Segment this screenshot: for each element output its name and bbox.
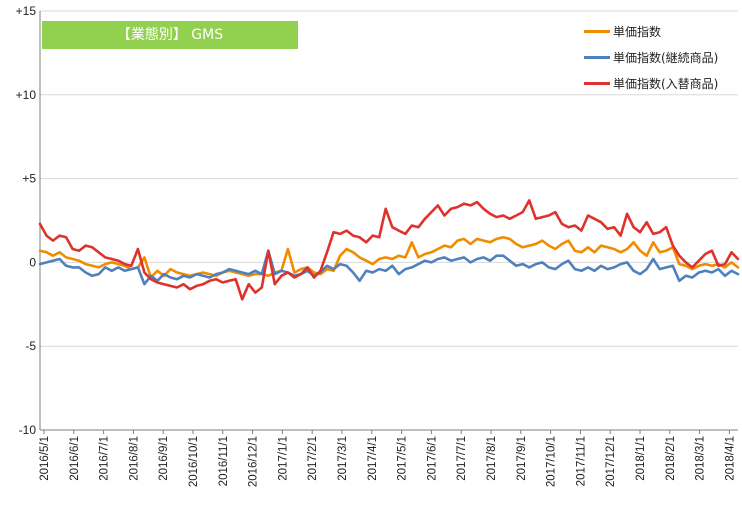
series-line-2: [38, 199, 740, 301]
axes: [39, 11, 738, 434]
series-lines: [38, 199, 740, 301]
x-tick-label: 2016/12/1: [248, 436, 260, 487]
y-tick-label: 0: [29, 255, 36, 269]
x-tick-labels: 2016/5/1 2016/6/1 2016/7/1 2016/8/1 2016/9/1…: [39, 436, 736, 487]
legend-item-2: 単価指数(入替商品): [584, 70, 718, 96]
x-tick-label: 2017/1/1: [277, 436, 289, 481]
y-tick-label: +10: [16, 88, 37, 102]
x-tick-label: 2016/9/1: [158, 436, 170, 481]
legend-swatch-0: [584, 29, 610, 33]
x-tick-label: 2017/11/1: [575, 436, 587, 486]
gridlines: [40, 10, 738, 347]
x-tick-label: 2016/7/1: [99, 436, 111, 481]
legend-item-1: 単価指数(継続商品): [584, 44, 718, 70]
legend: 単価指数 単価指数(継続商品) 単価指数(入替商品): [584, 18, 718, 96]
x-tick-label: 2016/6/1: [69, 436, 81, 481]
x-tick-label: 2016/10/1: [188, 436, 200, 487]
legend-label-0: 単価指数: [613, 24, 662, 39]
legend-swatch-1: [584, 55, 610, 59]
x-tick-label: 2017/6/1: [426, 436, 438, 481]
x-tick-label: 2017/7/1: [456, 436, 468, 481]
x-tick-label: 2017/9/1: [516, 436, 528, 481]
x-tick-label: 2016/11/1: [218, 436, 230, 486]
y-tick-labels: +15 +10 +5 0 -5 -10: [16, 4, 37, 437]
x-tick-label: 2018/1/1: [635, 436, 647, 481]
x-tick-label: 2017/12/1: [605, 436, 617, 487]
y-tick-label: -10: [19, 423, 37, 437]
chart-title: 【業態別】 GMS: [42, 21, 298, 49]
y-tick-label: +5: [22, 172, 36, 186]
legend-label-1: 単価指数(継続商品): [613, 50, 719, 65]
x-tick-label: 2017/2/1: [307, 436, 319, 481]
series-line-1: [38, 249, 740, 286]
y-tick-label: -5: [25, 339, 36, 353]
x-tick-label: 2017/3/1: [337, 436, 349, 481]
x-tick-label: 2017/4/1: [367, 436, 379, 481]
x-tick-label: 2017/10/1: [546, 436, 558, 487]
x-tick-label: 2017/5/1: [397, 436, 409, 481]
series-line-0: [38, 236, 740, 279]
legend-label-2: 単価指数(入替商品): [613, 76, 719, 91]
legend-swatch-2: [584, 81, 610, 85]
legend-item-0: 単価指数: [584, 18, 718, 44]
x-tick-label: 2016/8/1: [128, 436, 140, 481]
x-tick-label: 2018/3/1: [695, 436, 707, 481]
x-tick-label: 2018/2/1: [665, 436, 677, 481]
x-tick-label: 2018/4/1: [724, 436, 736, 481]
x-tick-label: 2017/8/1: [486, 436, 498, 481]
y-tick-label: +15: [16, 4, 37, 18]
x-tick-label: 2016/5/1: [39, 436, 51, 481]
